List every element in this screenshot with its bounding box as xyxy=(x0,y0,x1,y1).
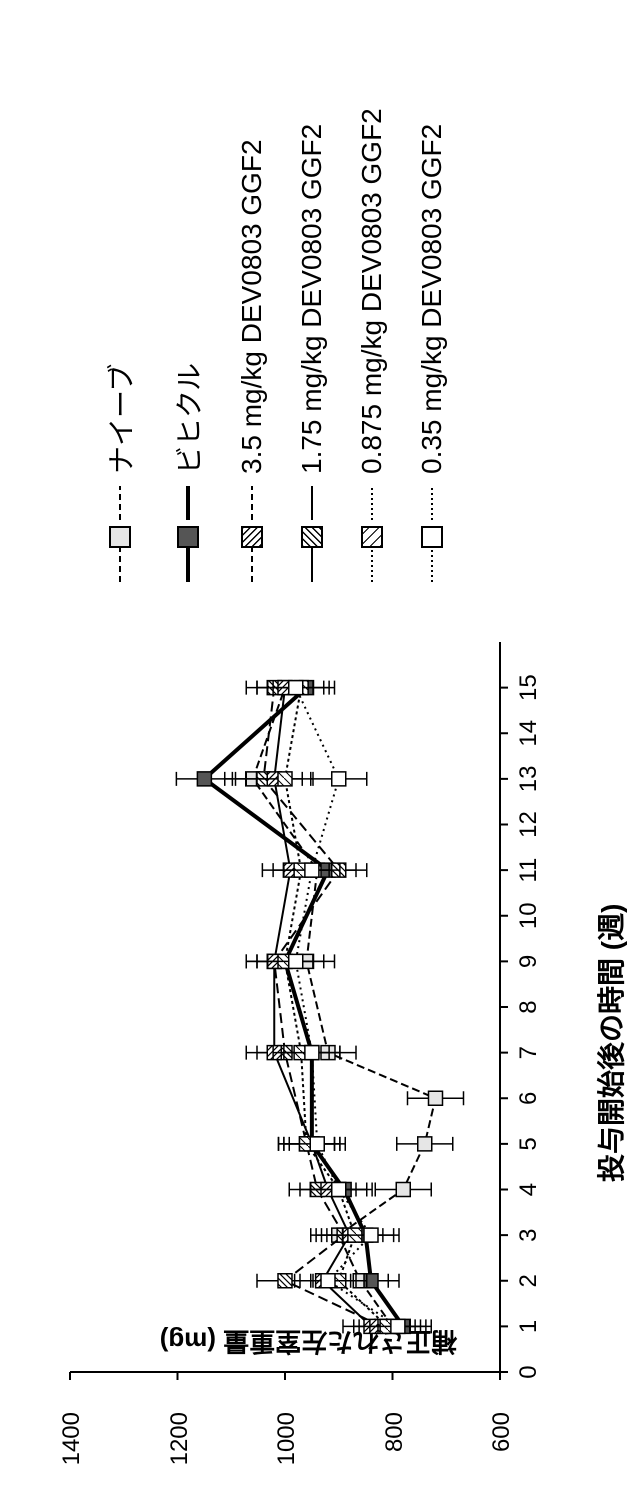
legend-label: 0.35 mg/kg DEV0803 GGF2 xyxy=(416,124,448,474)
y-tick-label: 1000 xyxy=(273,1412,301,1482)
x-tick-label: 15 xyxy=(515,668,543,708)
y-tick-label: 1200 xyxy=(166,1412,194,1482)
legend-item: 1.75 mg/kg DEV0803 GGF2 xyxy=(296,22,328,582)
legend-label: 3.5 mg/kg DEV0803 GGF2 xyxy=(236,139,268,474)
x-tick-label: 11 xyxy=(515,850,543,890)
legend-label: 0.875 mg/kg DEV0803 GGF2 xyxy=(356,108,388,474)
legend-item: ビヒクル xyxy=(168,22,208,582)
legend-marker-icon xyxy=(361,526,383,548)
x-tick-label: 12 xyxy=(515,805,543,845)
legend-marker-icon xyxy=(177,526,199,548)
x-axis-title: 投与開始後の時間 (週) xyxy=(590,904,630,1182)
legend-item: ナイーブ xyxy=(100,22,140,582)
x-tick-label: 5 xyxy=(515,1124,543,1164)
x-tick-label: 13 xyxy=(515,759,543,799)
x-tick-label: 10 xyxy=(515,896,543,936)
chart-svg xyxy=(60,622,520,1402)
x-tick-label: 7 xyxy=(515,1033,543,1073)
legend-item: 0.35 mg/kg DEV0803 GGF2 xyxy=(416,22,448,582)
x-tick-label: 0 xyxy=(515,1352,543,1392)
legend-item: 3.5 mg/kg DEV0803 GGF2 xyxy=(236,22,268,582)
x-tick-label: 14 xyxy=(515,713,543,753)
legend-marker-icon xyxy=(241,526,263,548)
legend-label: 1.75 mg/kg DEV0803 GGF2 xyxy=(296,124,328,474)
legend-label: ビヒクル xyxy=(168,363,208,474)
x-tick-label: 2 xyxy=(515,1261,543,1301)
legend: ナイーブビヒクル 3.5 mg/kg DEV0803 GGF2 1.75 mg/kg… xyxy=(100,22,476,582)
x-tick-label: 8 xyxy=(515,987,543,1027)
chart-plot-area xyxy=(60,622,520,1402)
x-tick-label: 6 xyxy=(515,1078,543,1118)
y-tick-label: 1400 xyxy=(58,1412,86,1482)
legend-marker-icon xyxy=(109,526,131,548)
legend-label: ナイーブ xyxy=(100,364,140,474)
x-tick-label: 9 xyxy=(515,941,543,981)
legend-marker-icon xyxy=(301,526,323,548)
legend-item: 0.875 mg/kg DEV0803 GGF2 xyxy=(356,22,388,582)
x-tick-label: 4 xyxy=(515,1170,543,1210)
x-tick-label: 3 xyxy=(515,1215,543,1255)
rotated-chart-wrapper: 補正された左室重量 (mg) 投与開始後の時間 (週) 600800100012… xyxy=(0,0,640,1502)
y-tick-label: 800 xyxy=(381,1412,409,1482)
y-tick-label: 600 xyxy=(488,1412,516,1482)
x-tick-label: 1 xyxy=(515,1306,543,1346)
legend-marker-icon xyxy=(421,526,443,548)
